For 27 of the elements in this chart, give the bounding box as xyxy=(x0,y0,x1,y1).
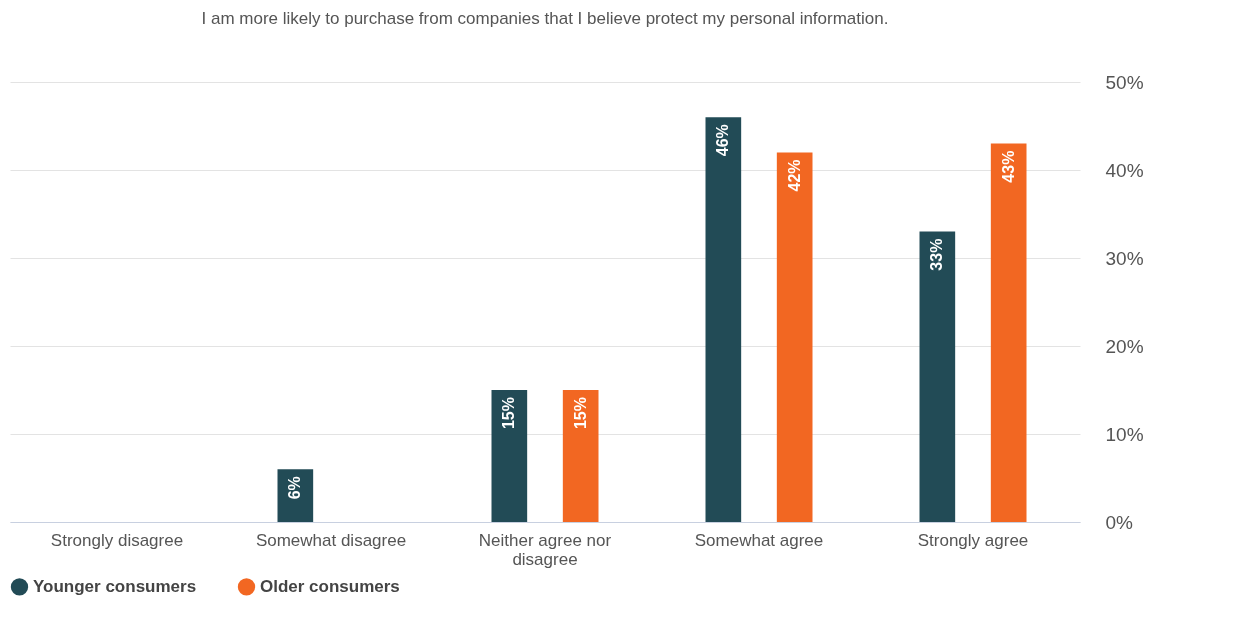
x-tick-label: Neither agree nor disagree xyxy=(478,530,612,569)
data-label: 6% xyxy=(286,476,304,500)
bar xyxy=(491,390,528,522)
data-label: 46% xyxy=(714,124,732,157)
x-tick-label: Strongly disagree xyxy=(50,530,184,550)
y-tick-label: 10% xyxy=(1105,423,1144,445)
y-tick-label: 50% xyxy=(1105,71,1144,93)
data-label: 15% xyxy=(571,397,589,430)
data-label: 15% xyxy=(500,397,518,430)
x-tick-label: Somewhat agree xyxy=(694,530,824,550)
data-label: 33% xyxy=(928,238,946,271)
y-tick-label: 40% xyxy=(1105,159,1144,181)
bar xyxy=(562,390,599,522)
bar xyxy=(776,152,813,522)
data-label: 42% xyxy=(785,159,803,192)
x-tick-label: Strongly agree xyxy=(917,530,1029,550)
legend-label: Younger consumers xyxy=(33,576,197,596)
bar xyxy=(990,143,1027,522)
legend-label: Older consumers xyxy=(260,576,400,596)
y-tick-label: 0% xyxy=(1105,511,1134,533)
data-label: 43% xyxy=(999,150,1017,183)
x-tick-label: Somewhat disagree xyxy=(255,530,407,550)
y-tick-label: 20% xyxy=(1105,335,1144,357)
chart-title: I am more likely to purchase from companies that I believe protect my personal information. xyxy=(201,9,889,28)
y-tick-label: 30% xyxy=(1105,247,1144,269)
bar xyxy=(919,231,956,522)
bar xyxy=(705,117,742,522)
